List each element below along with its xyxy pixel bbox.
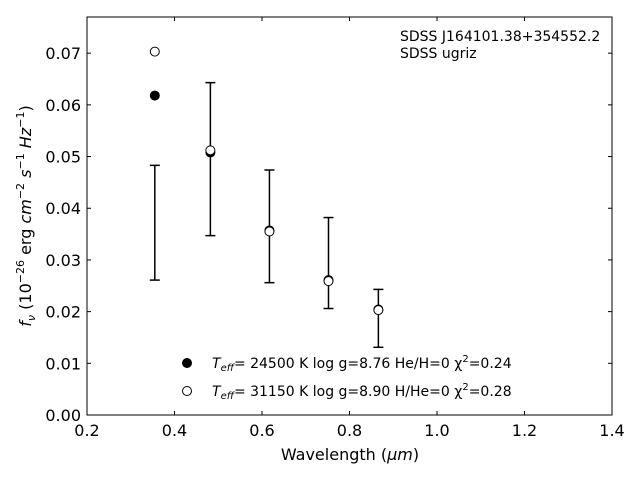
y-axis-title-unit: Hz [16, 127, 35, 148]
y-tick-label: 0.05 [45, 148, 81, 167]
legend-text-superscript: 2 [462, 382, 468, 393]
x-axis-title-text: Wavelength ( [281, 445, 387, 464]
x-axis-title-unit: μm [386, 445, 413, 464]
y-axis-title-close: ) [16, 105, 35, 111]
legend-marker-filled [182, 358, 192, 368]
axis-ticks: 0.2 0.4 0.6 0.8 1.0 1.2 1.4 0.00 0.01 0.02 0.03 0.0… [45, 17, 625, 440]
y-axis-title-symbol: f [16, 319, 35, 327]
legend-text-subscript: eff [221, 363, 236, 374]
y-axis-title-unit: s [16, 170, 35, 178]
data-point-model-open [149, 46, 160, 57]
y-tick-label: 0.06 [45, 96, 81, 115]
y-axis-title-subscript: ν [25, 315, 38, 321]
y-axis-title: fν (10−26 erg cm−2 s−1 Hz−1) [14, 105, 38, 326]
y-axis-title-exponent: −2 [14, 183, 27, 199]
data-point-model-open [323, 276, 334, 287]
legend-text-subscript: eff [221, 391, 236, 402]
y-axis-title-exponent: −26 [14, 260, 27, 283]
annotation-object-name: SDSS J164101.38+354552.2 [400, 29, 600, 45]
legend-text-part: =0.28 [469, 384, 512, 400]
data-point-model-open [373, 305, 384, 316]
data-point-model-open [264, 226, 275, 237]
legend-text-part: = 24500 K log g=8.76 He/H=0 χ [234, 356, 462, 372]
y-axis-title-exponent: −1 [14, 153, 27, 169]
y-axis-title-part: erg [16, 224, 35, 260]
y-tick-label: 0.04 [45, 199, 81, 218]
y-tick-label: 0.03 [45, 251, 81, 270]
legend-marker-open [182, 386, 192, 396]
x-tick-label: 0.4 [162, 421, 187, 440]
y-axis-title-exponent: −1 [14, 112, 27, 128]
legend: Teff= 24500 K log g=8.76 He/H=0 χ2=0.24 … [182, 354, 512, 402]
legend-text-part: =0.24 [469, 356, 512, 372]
legend-text-part: T [212, 384, 222, 400]
x-tick-label: 0.2 [74, 421, 99, 440]
legend-text-part: = 31150 K log g=8.90 H/He=0 χ [234, 384, 462, 400]
y-tick-label: 0.01 [45, 354, 81, 373]
y-tick-label: 0.02 [45, 303, 81, 322]
y-tick-label: 0.00 [45, 406, 81, 425]
x-axis-title-close: ) [413, 445, 419, 464]
legend-text-part: T [212, 356, 222, 372]
y-tick-label: 0.07 [45, 44, 81, 63]
data-point-model-filled [149, 90, 160, 101]
legend-entry-open: Teff= 31150 K log g=8.90 H/He=0 χ2=0.28 [212, 382, 512, 402]
x-tick-label: 1.4 [599, 421, 624, 440]
x-axis-title: Wavelength (μm) [281, 445, 419, 464]
plot-marks [149, 46, 384, 349]
y-axis-title-part: (10 [16, 283, 35, 315]
legend-text-superscript: 2 [462, 354, 468, 365]
data-point-model-open [205, 145, 216, 156]
legend-entry-filled: Teff= 24500 K log g=8.76 He/H=0 χ2=0.24 [212, 354, 512, 374]
x-tick-label: 1.0 [424, 421, 449, 440]
annotation-filter-set: SDSS ugriz [400, 46, 477, 62]
x-tick-label: 1.2 [512, 421, 537, 440]
x-tick-label: 0.6 [249, 421, 274, 440]
y-axis-title-unit: cm [16, 199, 35, 223]
x-tick-label: 0.8 [337, 421, 362, 440]
